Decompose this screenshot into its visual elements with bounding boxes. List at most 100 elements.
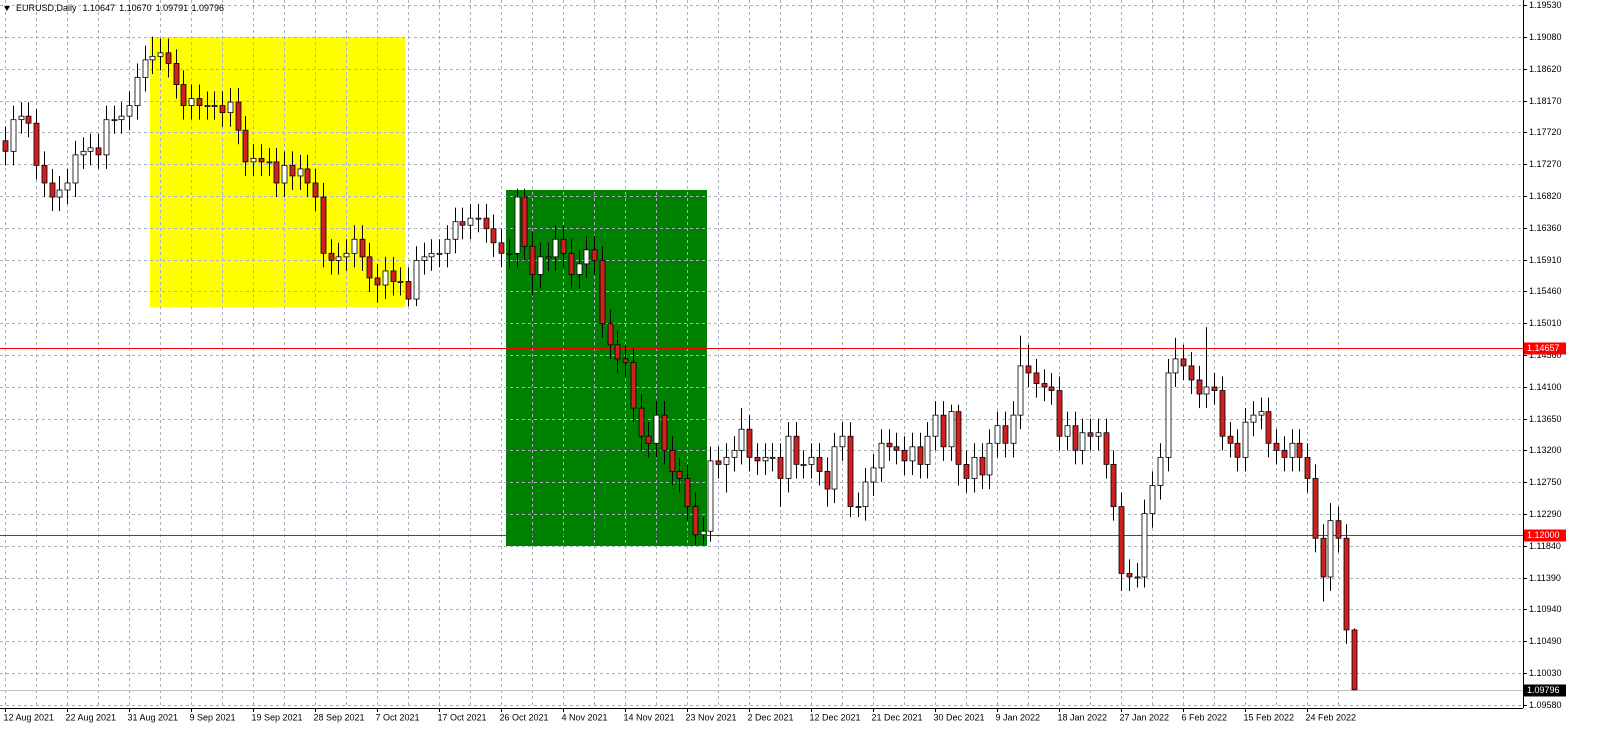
- candle-body: [1165, 372, 1172, 458]
- candle-body: [521, 196, 528, 247]
- chart-title: EURUSD,Daily: [16, 3, 77, 13]
- y-tick-label: 1.12290: [1529, 509, 1562, 519]
- candle-body: [258, 157, 265, 163]
- x-tick-label: 19 Sep 2021: [252, 712, 303, 722]
- candle-body: [328, 252, 335, 261]
- candle-body: [955, 411, 962, 465]
- candle-body: [374, 277, 381, 286]
- candle-body: [917, 446, 924, 465]
- candle-body: [366, 256, 373, 279]
- candle-body: [64, 182, 71, 191]
- candle-body: [10, 119, 17, 152]
- y-tick-label: 1.12750: [1529, 477, 1562, 487]
- candle-body: [1258, 411, 1265, 416]
- candle-body: [405, 281, 412, 300]
- level-tag: [1524, 529, 1566, 542]
- candle-body: [312, 182, 319, 198]
- candle-body: [242, 129, 249, 163]
- candle-body: [390, 270, 397, 282]
- x-tick-label: 9 Sep 2021: [190, 712, 236, 722]
- candle-body: [514, 196, 521, 254]
- candle-body: [1033, 372, 1040, 384]
- candle-body: [250, 157, 257, 163]
- open-label: 1.10647: [83, 3, 116, 13]
- candle-body: [979, 456, 986, 476]
- candle-body: [591, 249, 598, 261]
- candle-body: [762, 456, 769, 462]
- candle-body: [413, 259, 420, 300]
- y-tick-label: 1.15010: [1529, 318, 1562, 328]
- x-tick-label: 15 Feb 2022: [1244, 712, 1295, 722]
- candle-body: [700, 530, 707, 536]
- candle-body: [715, 460, 722, 465]
- candle-body: [80, 150, 87, 156]
- x-tick-label: 23 Nov 2021: [686, 712, 737, 722]
- candle-body: [1095, 432, 1102, 437]
- y-tick-label: 1.17270: [1529, 159, 1562, 169]
- candle-body: [893, 446, 900, 451]
- candle-body: [963, 463, 970, 479]
- x-tick-label: 17 Oct 2021: [438, 712, 487, 722]
- candle-body: [1172, 358, 1179, 374]
- x-tick-label: 4 Nov 2021: [562, 712, 608, 722]
- candle-body: [1118, 506, 1125, 574]
- candle-body: [901, 449, 908, 462]
- candle-body: [568, 252, 575, 275]
- candle-body: [630, 361, 637, 409]
- candle-body: [397, 281, 404, 283]
- candle-body: [638, 407, 645, 437]
- x-tick-label: 21 Dec 2021: [872, 712, 923, 722]
- candle-body: [932, 414, 939, 437]
- y-tick-label: 1.19530: [1529, 0, 1562, 10]
- candle-body: [1312, 478, 1319, 539]
- candle-body: [1157, 456, 1164, 486]
- candle-body: [475, 217, 482, 220]
- candle-body: [2, 140, 9, 152]
- candle-body: [878, 442, 885, 469]
- candle-body: [684, 478, 691, 508]
- candle-body: [1242, 421, 1249, 458]
- y-tick-label: 1.18620: [1529, 64, 1562, 74]
- x-tick-label: 12 Aug 2021: [4, 712, 55, 722]
- candle-body: [1335, 520, 1342, 539]
- candle-body: [343, 252, 350, 258]
- axes: 1.19530 1.19080 1.18620 1.18170 1.17720 1.172…: [4, 0, 1566, 722]
- menu-arrow[interactable]: [4, 6, 10, 11]
- candle-body: [173, 62, 180, 85]
- candle-body: [1351, 629, 1358, 691]
- candle-body: [723, 456, 730, 465]
- candle-body: [1250, 414, 1257, 423]
- candle-body: [1203, 386, 1210, 395]
- candle-body: [18, 115, 25, 121]
- candle-body: [196, 98, 203, 107]
- candle-body: [289, 165, 296, 177]
- y-tick-label: 1.10940: [1529, 604, 1562, 614]
- candle-body: [1296, 442, 1303, 458]
- candle-body: [219, 105, 226, 114]
- candle-body: [1041, 383, 1048, 388]
- candle-body: [886, 442, 893, 448]
- candle-body: [436, 252, 443, 255]
- candle-body: [134, 77, 141, 107]
- x-tick-label: 26 Oct 2021: [500, 712, 549, 722]
- candle-body: [529, 245, 536, 275]
- candle-body: [676, 471, 683, 479]
- candle-body: [1010, 414, 1017, 444]
- candle-body: [545, 256, 552, 259]
- candle-body: [382, 270, 389, 286]
- y-tick-label: 1.15460: [1529, 286, 1562, 296]
- candle-body: [661, 414, 668, 451]
- candle-body: [459, 221, 466, 226]
- candle-body: [49, 182, 56, 198]
- candle-body: [1211, 386, 1218, 391]
- grid: [0, 0, 1523, 708]
- level-label: 1.12000: [1527, 530, 1560, 540]
- candle-body: [1064, 425, 1071, 437]
- candle-body: [653, 414, 660, 444]
- candle-body: [335, 256, 342, 261]
- candle-body: [839, 435, 846, 448]
- candle-body: [490, 228, 497, 244]
- candle-body: [498, 242, 505, 254]
- candle-body: [1149, 485, 1156, 515]
